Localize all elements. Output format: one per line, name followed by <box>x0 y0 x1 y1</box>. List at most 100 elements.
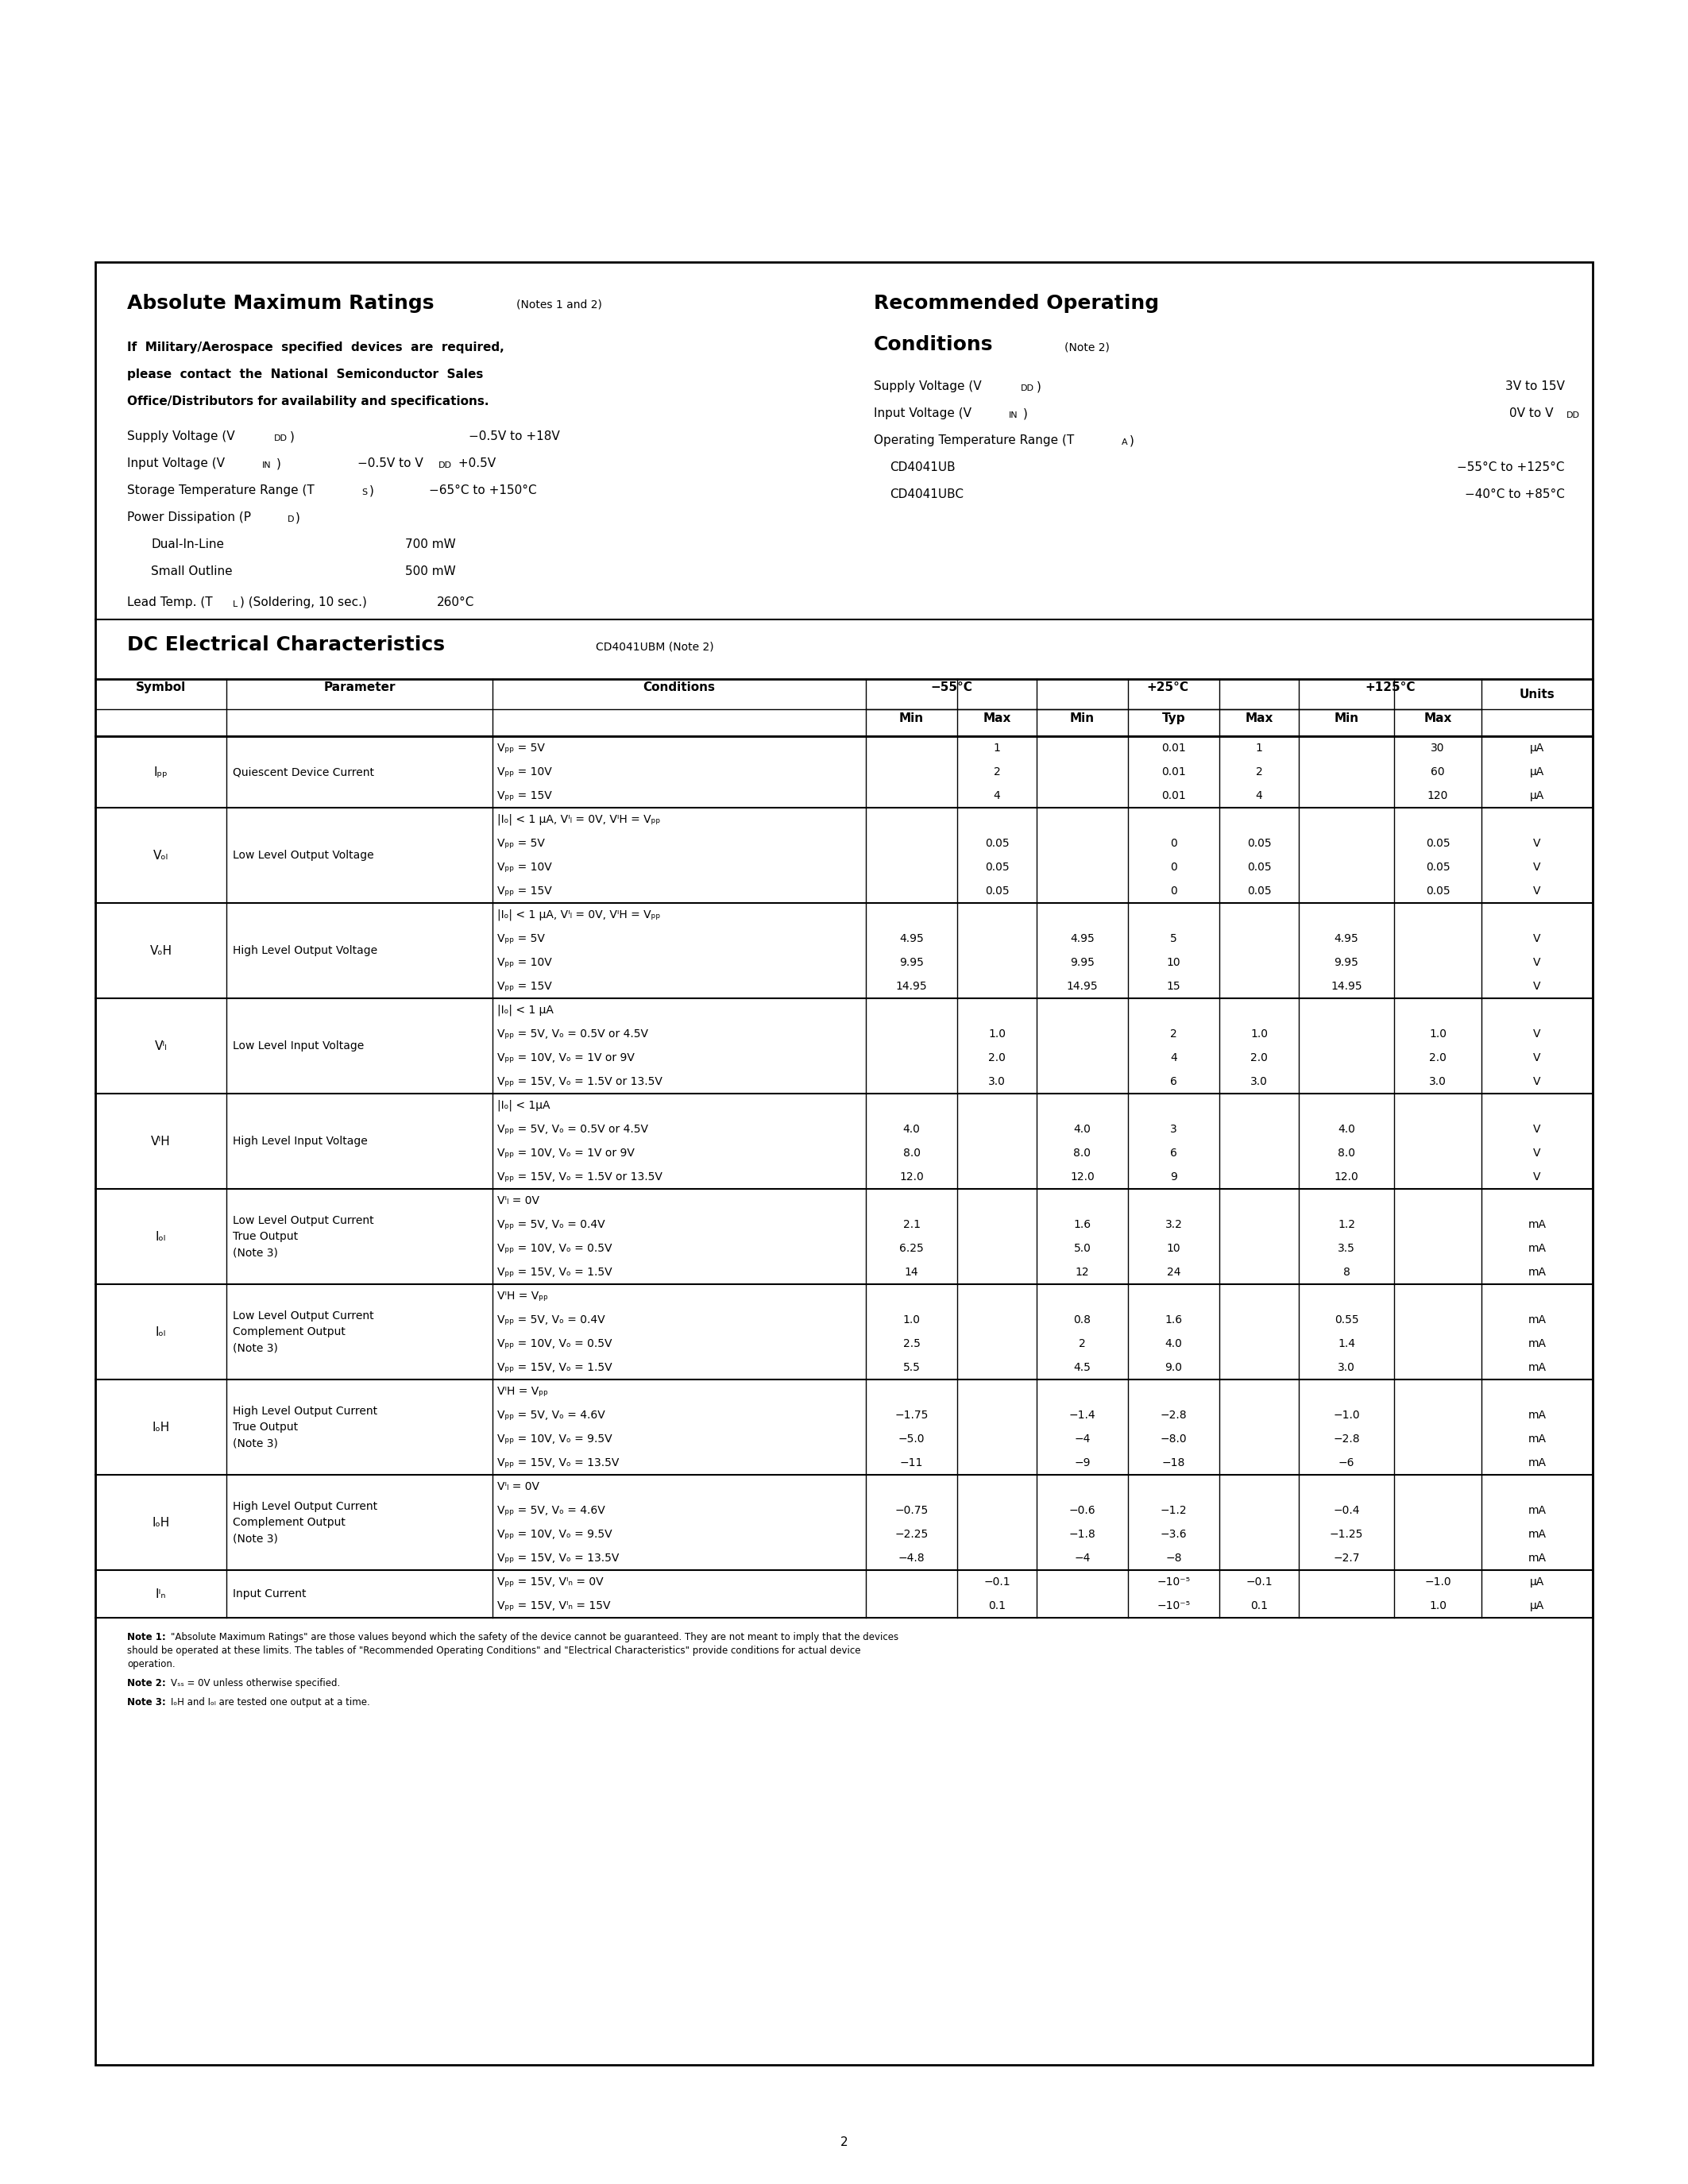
Text: −5.0: −5.0 <box>898 1433 925 1444</box>
Text: 4: 4 <box>994 791 1001 802</box>
Text: V: V <box>1533 1053 1541 1064</box>
Text: S: S <box>361 489 366 496</box>
Text: 6.25: 6.25 <box>900 1243 923 1254</box>
Text: Vₚₚ = 15V, Vₒ = 13.5V: Vₚₚ = 15V, Vₒ = 13.5V <box>498 1553 619 1564</box>
Text: 4: 4 <box>1256 791 1263 802</box>
Text: |Iₒ| < 1 μA: |Iₒ| < 1 μA <box>498 1005 554 1016</box>
Text: Low Level Output Voltage: Low Level Output Voltage <box>233 850 373 860</box>
Text: 3.0: 3.0 <box>987 1077 1006 1088</box>
Text: Vₚₚ = 5V, Vₒ = 4.6V: Vₚₚ = 5V, Vₒ = 4.6V <box>498 1409 604 1422</box>
Text: V: V <box>1533 839 1541 850</box>
Text: 8.0: 8.0 <box>903 1147 920 1160</box>
Text: 2.0: 2.0 <box>1430 1053 1447 1064</box>
Text: 0.05: 0.05 <box>984 863 1009 874</box>
Text: mA: mA <box>1528 1457 1546 1468</box>
Text: Iₒₗ: Iₒₗ <box>155 1230 165 1243</box>
Text: Vₚₚ = 5V, Vₒ = 4.6V: Vₚₚ = 5V, Vₒ = 4.6V <box>498 1505 604 1516</box>
Text: −10⁻⁵: −10⁻⁵ <box>1156 1601 1190 1612</box>
Text: −2.8: −2.8 <box>1334 1433 1361 1444</box>
Text: 2: 2 <box>841 2136 847 2149</box>
Text: −65°C to +150°C: −65°C to +150°C <box>429 485 537 496</box>
Text: If  Military/Aerospace  specified  devices  are  required,: If Military/Aerospace specified devices … <box>127 341 505 354</box>
Text: 0.05: 0.05 <box>1247 885 1271 898</box>
Text: Vₚₚ = 15V, Vₒ = 1.5V or 13.5V: Vₚₚ = 15V, Vₒ = 1.5V or 13.5V <box>498 1171 662 1182</box>
Text: Vᴵₗ = 0V: Vᴵₗ = 0V <box>498 1195 540 1206</box>
Text: Vₚₚ = 10V, Vₒ = 0.5V: Vₚₚ = 10V, Vₒ = 0.5V <box>498 1339 613 1350</box>
Text: A: A <box>1121 439 1128 446</box>
Text: ): ) <box>1036 380 1041 393</box>
Text: 3.0: 3.0 <box>1430 1077 1447 1088</box>
Text: −1.4: −1.4 <box>1069 1409 1096 1422</box>
Text: |Iₒ| < 1μA: |Iₒ| < 1μA <box>498 1101 550 1112</box>
Text: 3.0: 3.0 <box>1251 1077 1268 1088</box>
Text: Vₚₚ = 10V, Vₒ = 0.5V: Vₚₚ = 10V, Vₒ = 0.5V <box>498 1243 613 1254</box>
Text: V: V <box>1533 1077 1541 1088</box>
Text: Low Level Output Current: Low Level Output Current <box>233 1214 373 1225</box>
Text: 500 mW: 500 mW <box>405 566 456 577</box>
Text: (Note 3): (Note 3) <box>233 1247 279 1258</box>
Text: −0.6: −0.6 <box>1069 1505 1096 1516</box>
Text: High Level Input Voltage: High Level Input Voltage <box>233 1136 368 1147</box>
Text: Vₚₚ = 5V, Vₒ = 0.5V or 4.5V: Vₚₚ = 5V, Vₒ = 0.5V or 4.5V <box>498 1125 648 1136</box>
Text: Quiescent Device Current: Quiescent Device Current <box>233 767 375 778</box>
Text: μA: μA <box>1529 743 1545 753</box>
Text: Vₚₚ = 15V, Vᴵₙ = 0V: Vₚₚ = 15V, Vᴵₙ = 0V <box>498 1577 603 1588</box>
Text: mA: mA <box>1528 1505 1546 1516</box>
Text: Input Voltage (V: Input Voltage (V <box>127 456 225 470</box>
Text: −18: −18 <box>1161 1457 1185 1468</box>
Text: ): ) <box>370 485 375 496</box>
Text: 8.0: 8.0 <box>1337 1147 1355 1160</box>
Text: 0.05: 0.05 <box>1247 863 1271 874</box>
Text: 12.0: 12.0 <box>1070 1171 1094 1182</box>
Text: −55°C: −55°C <box>930 681 972 692</box>
Text: V: V <box>1533 933 1541 943</box>
Text: 2.5: 2.5 <box>903 1339 920 1350</box>
Text: ): ) <box>1023 408 1028 419</box>
Text: 60: 60 <box>1431 767 1445 778</box>
Text: 700 mW: 700 mW <box>405 539 456 550</box>
Text: −1.0: −1.0 <box>1425 1577 1452 1588</box>
Text: Iᴵₙ: Iᴵₙ <box>155 1588 165 1601</box>
Text: 2: 2 <box>1079 1339 1085 1350</box>
Text: 24: 24 <box>1166 1267 1180 1278</box>
Text: (Note 3): (Note 3) <box>233 1343 279 1354</box>
Text: 15: 15 <box>1166 981 1180 992</box>
Text: Vₚₚ = 10V: Vₚₚ = 10V <box>498 957 552 968</box>
Text: −55°C to +125°C: −55°C to +125°C <box>1457 461 1565 474</box>
Text: High Level Output Current: High Level Output Current <box>233 1500 378 1511</box>
Text: ): ) <box>290 430 295 443</box>
Text: mA: mA <box>1528 1409 1546 1422</box>
Text: 4.0: 4.0 <box>903 1125 920 1136</box>
Text: −3.6: −3.6 <box>1160 1529 1187 1540</box>
Text: 0.05: 0.05 <box>1247 839 1271 850</box>
Text: V: V <box>1533 1125 1541 1136</box>
Text: 3.2: 3.2 <box>1165 1219 1182 1230</box>
Text: 0: 0 <box>1170 839 1177 850</box>
Text: −0.1: −0.1 <box>1246 1577 1273 1588</box>
Text: DD: DD <box>1566 411 1580 419</box>
Text: L: L <box>233 601 238 609</box>
Text: 0.55: 0.55 <box>1334 1315 1359 1326</box>
Text: 260°C: 260°C <box>437 596 474 609</box>
Text: −1.8: −1.8 <box>1069 1529 1096 1540</box>
Text: VᴵΗ = Vₚₚ: VᴵΗ = Vₚₚ <box>498 1291 549 1302</box>
Text: Vₚₚ = 15V: Vₚₚ = 15V <box>498 981 552 992</box>
Text: +25°C: +25°C <box>1146 681 1188 692</box>
Text: High Level Output Current: High Level Output Current <box>233 1406 378 1417</box>
Text: 4: 4 <box>1170 1053 1177 1064</box>
Text: High Level Output Voltage: High Level Output Voltage <box>233 946 378 957</box>
Text: 9.0: 9.0 <box>1165 1363 1182 1374</box>
Text: Vₚₚ = 15V, Vₒ = 1.5V or 13.5V: Vₚₚ = 15V, Vₒ = 1.5V or 13.5V <box>498 1077 662 1088</box>
Text: −0.5V to +18V: −0.5V to +18V <box>469 430 560 443</box>
Text: Office/Distributors for availability and specifications.: Office/Distributors for availability and… <box>127 395 490 408</box>
Text: DC Electrical Characteristics: DC Electrical Characteristics <box>127 636 446 655</box>
Text: 0: 0 <box>1170 885 1177 898</box>
Text: Vₚₚ = 5V, Vₒ = 0.4V: Vₚₚ = 5V, Vₒ = 0.4V <box>498 1219 604 1230</box>
Text: 0V to V: 0V to V <box>1509 408 1553 419</box>
Text: IₒΗ: IₒΗ <box>152 1516 170 1529</box>
Text: Recommended Operating: Recommended Operating <box>874 295 1160 312</box>
Text: 3: 3 <box>1170 1125 1177 1136</box>
Text: Lead Temp. (T: Lead Temp. (T <box>127 596 213 609</box>
Text: DD: DD <box>1021 384 1035 393</box>
Text: Vₚₚ = 15V, Vᴵₙ = 15V: Vₚₚ = 15V, Vᴵₙ = 15V <box>498 1601 611 1612</box>
